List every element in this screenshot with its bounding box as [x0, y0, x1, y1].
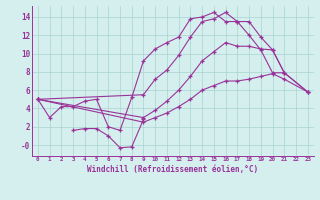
X-axis label: Windchill (Refroidissement éolien,°C): Windchill (Refroidissement éolien,°C) [87, 165, 258, 174]
